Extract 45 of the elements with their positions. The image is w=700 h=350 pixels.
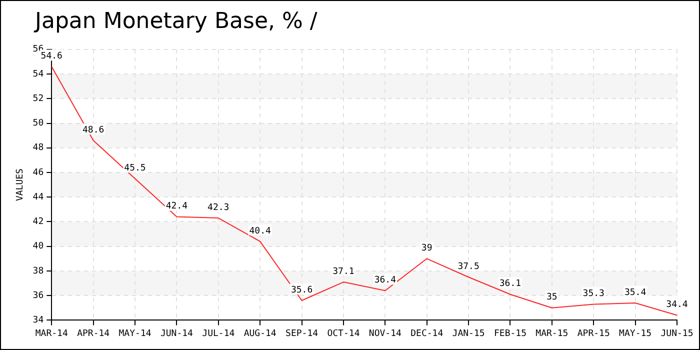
data-label: 35.6 [290,285,313,296]
y-tick-label: 44 [32,192,44,202]
data-label: 45.5 [124,163,146,174]
x-tick-label: MAY-14 [118,328,152,339]
x-tick-label: SEP-14 [286,328,318,339]
data-label: 35.4 [624,288,646,298]
y-tick-label: 54 [32,69,44,80]
data-label: 36.1 [499,279,522,290]
data-label: 35.3 [582,289,604,300]
x-tick-label: MAR-14 [35,328,68,339]
chart-title: Japan Monetary Base, % / [35,9,318,34]
y-tick-label: 46 [32,168,44,178]
x-tick-label: MAY-15 [619,328,652,339]
x-tick-label: JUN-14 [160,328,193,339]
y-tick-label: 42 [32,217,44,228]
y-tick-label: 40 [32,242,44,252]
data-label: 34.4 [666,300,688,310]
data-label: 42.4 [166,202,188,212]
data-label: 42.3 [208,202,230,213]
x-tick-label: NOV-14 [368,328,402,339]
y-tick-label: 48 [32,143,44,154]
data-label: 37.5 [458,262,480,272]
data-label: 37.1 [332,266,354,277]
y-tick-label: 36 [32,290,44,301]
y-tick-label: 52 [32,94,44,104]
y-tick-label: 50 [32,118,44,129]
data-label: 36.4 [374,276,396,286]
x-tick-label: APR-15 [577,328,610,339]
x-tick-label: JAN-15 [452,328,485,339]
x-tick-label: DEC-14 [410,328,444,339]
y-tick-label: 38 [32,266,44,276]
data-label: 40.4 [249,226,271,236]
x-tick-label: JUL-14 [202,328,235,339]
y-axis-title: VALUES [16,168,26,202]
data-label: 35 [546,292,558,303]
data-label: 48.6 [82,125,104,136]
x-tick-label: FEB-15 [494,328,526,339]
x-tick-label: AUG-14 [244,328,276,339]
y-tick-label: 34 [32,316,44,326]
x-tick-label: MAR-15 [536,328,568,339]
x-tick-label: APR-14 [77,328,110,339]
x-tick-label: OCT-14 [327,328,360,339]
data-label: 39 [421,244,432,254]
data-label: 54.6 [40,51,62,62]
x-tick-label: JUN-15 [660,328,694,339]
